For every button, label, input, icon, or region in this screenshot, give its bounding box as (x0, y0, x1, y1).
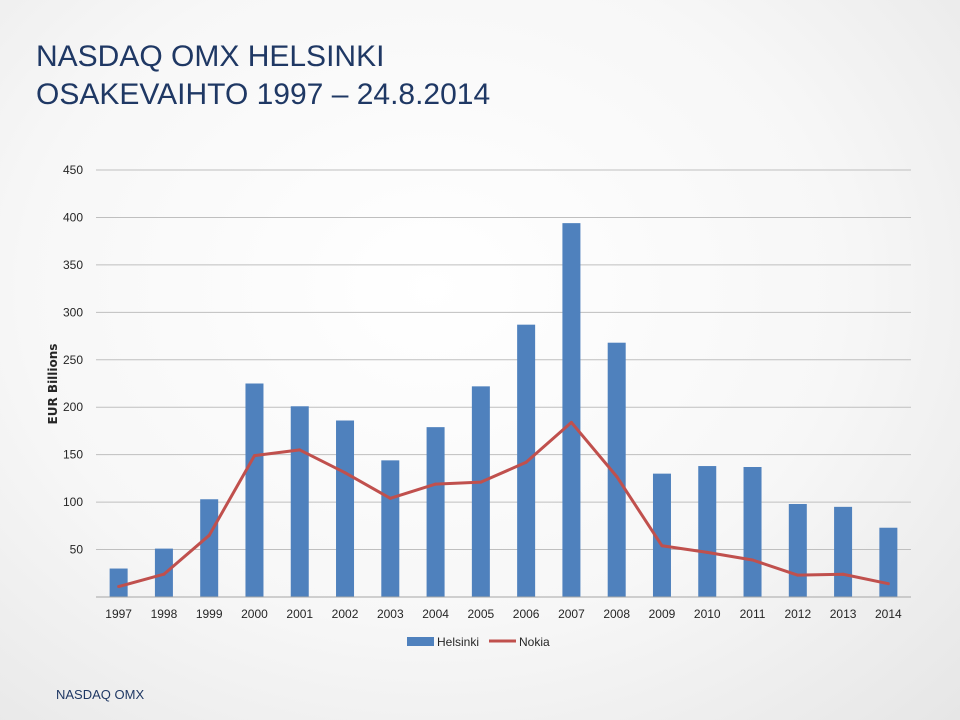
x-tick-label: 2003 (377, 607, 404, 621)
bar-helsinki-2002 (336, 420, 355, 597)
legend: Helsinki Nokia (407, 635, 550, 649)
bar-helsinki-2009 (652, 473, 671, 597)
bar-helsinki-2011 (743, 467, 762, 597)
y-axis-label: EUR Billions (46, 344, 60, 425)
page-title: NASDAQ OMX HELSINKI OSAKEVAIHTO 1997 – 2… (36, 38, 490, 114)
y-tick-label: 300 (63, 305, 83, 319)
x-tick-label: 2002 (332, 607, 359, 621)
x-tick-label: 1998 (151, 607, 178, 621)
point-nokia-2013 (841, 572, 845, 576)
point-nokia-2012 (796, 573, 800, 577)
x-tick-label: 1999 (196, 607, 223, 621)
y-tick-label: 400 (63, 210, 83, 224)
bar-helsinki-2003 (381, 460, 400, 597)
point-nokia-2000 (252, 454, 256, 458)
point-nokia-2007 (569, 420, 573, 424)
bar-helsinki-2005 (471, 386, 490, 597)
point-nokia-2003 (388, 496, 392, 500)
x-tick-label: 2008 (603, 607, 630, 621)
x-tick-label: 2005 (468, 607, 495, 621)
y-tick-label: 150 (63, 448, 83, 462)
point-nokia-2014 (886, 582, 890, 586)
bar-helsinki-2008 (607, 342, 626, 597)
y-tick-label: 450 (63, 163, 83, 177)
point-nokia-2005 (479, 480, 483, 484)
point-nokia-1999 (207, 533, 211, 537)
x-tick-label: 2006 (513, 607, 540, 621)
y-tick-label: 100 (63, 495, 83, 509)
x-tick-label: 2000 (241, 607, 268, 621)
chart-grid (96, 169, 911, 551)
helsinki-bars (109, 223, 898, 598)
bar-helsinki-1999 (200, 499, 219, 597)
point-nokia-2009 (660, 544, 664, 548)
x-tick-label: 2014 (875, 607, 902, 621)
x-tick-label: 2009 (649, 607, 676, 621)
x-tick-label: 2007 (558, 607, 585, 621)
point-nokia-2002 (343, 471, 347, 475)
x-tick-label: 2010 (694, 607, 721, 621)
y-tick-label: 250 (63, 353, 83, 367)
y-axis-ticks: 50 100 150 200 250 300 350 400 450 (63, 163, 83, 557)
point-nokia-2006 (524, 460, 528, 464)
x-tick-label: 2001 (286, 607, 313, 621)
x-tick-label: 2012 (784, 607, 811, 621)
bar-helsinki-2014 (879, 527, 898, 597)
bar-helsinki-2004 (426, 427, 445, 597)
line-nokia (118, 420, 889, 589)
bar-helsinki-2010 (698, 466, 717, 597)
x-tick-label: 2004 (422, 607, 449, 621)
y-tick-label: 200 (63, 400, 83, 414)
y-tick-label: 350 (63, 258, 83, 272)
x-tick-label: 2011 (740, 607, 766, 621)
footer-brand: NASDAQ OMX (56, 687, 145, 702)
point-nokia-1997 (117, 585, 121, 589)
x-axis-ticks: 1997 1998 1999 2000 2001 2002 2003 2004 2005 2006… (105, 607, 902, 621)
title-line-1: NASDAQ OMX HELSINKI (36, 40, 385, 73)
point-nokia-2001 (298, 448, 302, 452)
point-nokia-1998 (162, 572, 166, 576)
point-nokia-2011 (751, 558, 755, 562)
legend-swatch-helsinki (407, 637, 434, 646)
point-nokia-2010 (705, 550, 709, 554)
bar-helsinki-2000 (245, 383, 264, 597)
bar-helsinki-2007 (562, 223, 581, 598)
bar-helsinki-2013 (834, 506, 853, 597)
point-nokia-2008 (615, 474, 619, 478)
x-tick-label: 2013 (830, 607, 857, 621)
bar-helsinki-2001 (290, 406, 309, 597)
legend-label-nokia: Nokia (519, 635, 550, 649)
nokia-line-series (117, 420, 890, 589)
y-tick-label: 50 (70, 543, 84, 557)
legend-label-helsinki: Helsinki (437, 635, 479, 649)
bar-helsinki-2012 (788, 504, 807, 597)
point-nokia-2004 (434, 482, 438, 486)
x-tick-label: 1997 (105, 607, 132, 621)
title-line-2: OSAKEVAIHTO 1997 – 24.8.2014 (36, 78, 491, 111)
bar-helsinki-1997 (109, 568, 128, 597)
